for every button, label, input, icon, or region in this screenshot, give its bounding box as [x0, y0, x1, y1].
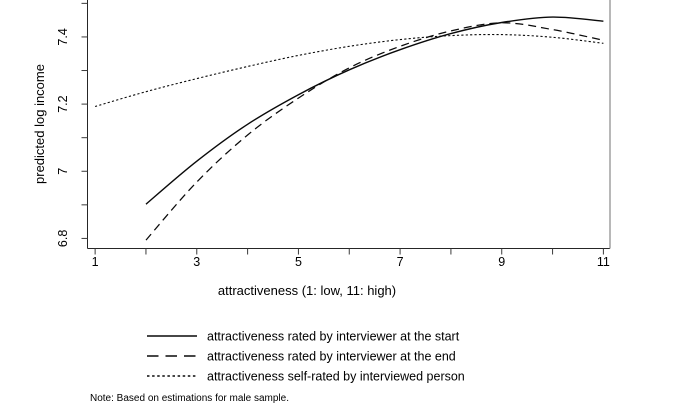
x-tick-label: 1 [92, 255, 99, 269]
legend-label-solid: attractiveness rated by interviewer at t… [207, 330, 460, 344]
legend-row-dashed: attractiveness rated by interviewer at t… [147, 350, 456, 364]
curve-interviewer-start [145, 16, 604, 205]
legend-label-dotted: attractiveness self-rated by interviewed… [207, 370, 465, 384]
legend-row-dotted: attractiveness self-rated by interviewed… [147, 370, 465, 384]
x-tick-label: 3 [193, 255, 200, 269]
legend: attractiveness rated by interviewer at t… [147, 330, 465, 384]
x-axis-title: attractiveness (1: low, 11: high) [218, 283, 396, 298]
x-tick-label: 7 [397, 255, 404, 269]
y-axis-title: predicted log income [32, 64, 47, 184]
curve-self-rated [94, 33, 604, 108]
legend-label-dashed: attractiveness rated by interviewer at t… [207, 350, 456, 364]
legend-row-solid: attractiveness rated by interviewer at t… [147, 330, 460, 344]
curve-interviewer-end [145, 22, 604, 241]
note-text: Note: Based on estimations for male samp… [90, 393, 289, 404]
y-tick-label: 7 [56, 168, 70, 175]
data-curves [94, 16, 604, 241]
y-tick-label: 7.4 [56, 28, 70, 45]
x-tick-label: 9 [498, 255, 505, 269]
y-tick-label: 6.8 [56, 230, 70, 247]
plot-frame [87, 0, 611, 249]
x-tick-label: 11 [597, 255, 610, 269]
x-tick-label: 5 [295, 255, 302, 269]
y-tick-label: 7.2 [56, 95, 70, 112]
axis-ticks [81, 2, 604, 255]
axis-tick-labels: 1 3 5 7 9 11 6.8 7 7.2 7.4 [56, 28, 610, 269]
